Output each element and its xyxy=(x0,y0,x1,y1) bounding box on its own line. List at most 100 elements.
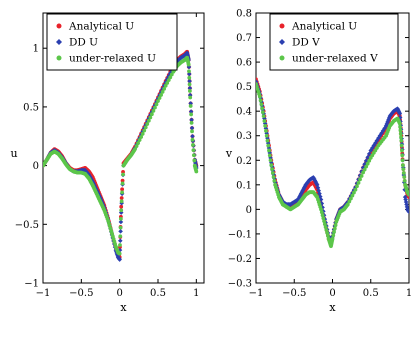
data-point xyxy=(398,131,403,136)
x-tick-label: 1 xyxy=(193,288,199,299)
data-point xyxy=(139,135,144,139)
data-point xyxy=(268,155,273,161)
x-axis-label: x xyxy=(120,301,127,314)
data-point xyxy=(397,115,403,120)
data-point xyxy=(140,132,145,136)
data-point xyxy=(319,210,324,215)
data-point xyxy=(187,75,192,80)
series-0 xyxy=(256,77,409,246)
data-point xyxy=(260,110,265,115)
data-point xyxy=(362,167,367,172)
data-point xyxy=(191,148,196,153)
data-point xyxy=(401,171,406,175)
data-point xyxy=(317,191,322,196)
data-point xyxy=(348,196,353,201)
data-point xyxy=(365,155,370,160)
y-tick-label: −0.3 xyxy=(228,279,252,290)
series-1 xyxy=(43,50,199,262)
data-point xyxy=(117,238,123,244)
data-point xyxy=(120,187,125,192)
y-tick-label: 0.5 xyxy=(23,102,39,113)
data-point xyxy=(374,138,380,143)
data-point xyxy=(163,83,168,88)
x-tick-label: −0.5 xyxy=(282,288,306,299)
data-point xyxy=(400,163,405,168)
data-point xyxy=(118,225,123,230)
data-point xyxy=(118,229,123,234)
data-point xyxy=(189,112,194,117)
data-point xyxy=(356,180,361,185)
data-point xyxy=(187,78,192,84)
data-point xyxy=(119,199,124,204)
data-point xyxy=(403,197,408,202)
y-tick-label: −0.5 xyxy=(15,220,39,231)
data-point xyxy=(332,226,337,231)
data-point xyxy=(261,114,266,118)
data-point xyxy=(263,124,268,128)
data-point xyxy=(358,177,362,182)
data-point xyxy=(190,137,195,142)
series-2 xyxy=(43,55,199,256)
data-point xyxy=(322,222,327,226)
data-point xyxy=(382,126,387,131)
legend-label: under-relaxed U xyxy=(69,53,156,65)
x-tick-label: 0 xyxy=(116,288,122,299)
legend: Analytical U DD V under-relaxed V xyxy=(269,13,399,71)
data-point xyxy=(264,133,269,138)
y-tick-label: 0.1 xyxy=(236,180,252,191)
data-point xyxy=(402,178,407,183)
legend: Analytical U DD U under-relaxed U xyxy=(46,13,178,71)
data-point xyxy=(145,122,150,126)
chart-u: −1 −0.5 0 0.5 1 −1 −0.5 0 0.5 1 x u Analytical U DD U… xyxy=(10,12,205,314)
data-point xyxy=(360,165,366,170)
data-point xyxy=(169,72,174,77)
data-point xyxy=(400,153,405,158)
data-point xyxy=(401,167,406,172)
data-point xyxy=(359,174,364,178)
y-tick-label: −0.1 xyxy=(228,229,252,240)
data-point xyxy=(314,182,320,188)
y-tick-label: 0.8 xyxy=(236,9,252,20)
data-point xyxy=(257,94,262,99)
data-point xyxy=(366,151,372,157)
data-point xyxy=(187,92,193,98)
data-point xyxy=(189,125,195,131)
data-point xyxy=(187,82,192,87)
data-point xyxy=(355,184,359,189)
data-point xyxy=(265,138,270,143)
data-point xyxy=(315,185,321,191)
y-tick-label: 0.6 xyxy=(236,58,252,69)
legend-marker xyxy=(56,55,62,61)
data-point xyxy=(118,217,123,221)
data-point xyxy=(187,69,191,74)
data-point xyxy=(190,133,195,139)
data-point xyxy=(188,109,194,114)
x-axis-label: x xyxy=(329,301,336,314)
data-point xyxy=(347,199,352,204)
data-point xyxy=(264,128,268,133)
y-tick-label: 0 xyxy=(246,205,252,216)
data-point xyxy=(192,158,197,163)
x-tick-label: 1 xyxy=(406,288,412,299)
legend-label: under-relaxed V xyxy=(292,53,378,65)
data-point xyxy=(187,85,193,91)
data-point xyxy=(332,230,336,234)
data-point xyxy=(400,158,405,163)
y-tick-label: −1 xyxy=(24,279,39,290)
data-point xyxy=(117,251,122,256)
data-point xyxy=(367,158,372,163)
data-point xyxy=(397,111,403,116)
data-point xyxy=(403,199,409,205)
x-tick-label: −0.5 xyxy=(69,288,93,299)
legend-box xyxy=(269,13,399,71)
data-point xyxy=(260,106,265,111)
data-point xyxy=(191,143,195,147)
legend-box xyxy=(46,13,178,71)
x-tick-label: 0.5 xyxy=(150,288,166,299)
legend-label: Analytical U xyxy=(291,21,357,33)
data-point xyxy=(324,228,329,232)
data-point xyxy=(143,125,148,130)
data-point xyxy=(386,115,392,121)
chart-v: −1 −0.5 0 0.5 1 −0.3 −0.2 −0.1 0 0.1 0.2 0.3 0.4 0.5 0… xyxy=(225,9,412,315)
